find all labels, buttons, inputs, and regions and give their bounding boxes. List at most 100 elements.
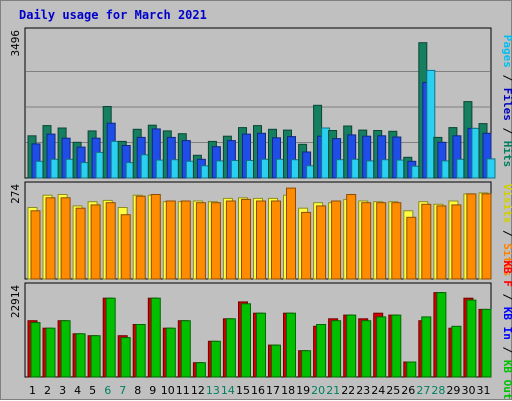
bar-kbytes-kb-out-2	[45, 327, 56, 378]
bar-kbytes-kb-out-22	[346, 314, 357, 378]
bar-kbytes-kb-out-15	[241, 303, 251, 378]
x-tick-label-27: 27	[416, 384, 430, 397]
bar-visits-sites-15	[241, 198, 251, 280]
x-tick-label-30: 30	[462, 384, 476, 397]
bar-visits-sites-6	[105, 202, 116, 280]
x-tick-label-22: 22	[341, 384, 355, 397]
bar-visits-sites-28	[436, 205, 447, 280]
bar-kbytes-kb-out-7	[120, 337, 131, 378]
legend-item-files: Files	[501, 88, 512, 121]
legend-separator: /	[501, 68, 512, 88]
bar-visits-sites-1	[30, 210, 41, 280]
bar-visits-sites-24	[376, 202, 387, 280]
bar-kbytes-kb-out-23	[361, 320, 372, 378]
x-tick-label-18: 18	[281, 384, 295, 397]
x-tick-label-23: 23	[356, 384, 370, 397]
bar-visits-sites-18	[286, 187, 296, 280]
bar-kbytes-kb-out-11	[180, 320, 191, 378]
x-tick-label-5: 5	[89, 384, 96, 397]
bar-kbytes-kb-out-4	[75, 333, 86, 378]
bar-visits-sites-17	[271, 200, 281, 280]
bar-kbytes-kb-out-17	[271, 344, 281, 378]
bar-visits-sites-19	[301, 211, 312, 280]
legend-2: KB F / KB In / KB Out	[501, 260, 512, 399]
x-tick-label-17: 17	[266, 384, 280, 397]
legend-item-hits: Hits	[501, 141, 512, 168]
bar-visits-sites-30	[466, 193, 477, 280]
bar-kbytes-kb-out-19	[301, 350, 312, 378]
bar-kbytes-kb-out-25	[391, 314, 402, 378]
bar-kbytes-kb-out-30	[466, 299, 477, 378]
x-tick-label-20: 20	[311, 384, 325, 397]
x-tick-label-21: 21	[326, 384, 340, 397]
bar-visits-sites-31	[481, 193, 492, 280]
bar-visits-sites-14	[225, 200, 236, 280]
bar-visits-sites-22	[346, 194, 357, 280]
bar-kbytes-kb-out-3	[60, 320, 71, 378]
bar-requests-pages-27	[426, 69, 436, 179]
x-tick-label-2: 2	[44, 384, 51, 397]
legend-item-pages: Pages	[501, 35, 512, 68]
bar-visits-sites-2	[45, 197, 56, 280]
x-tick-label-25: 25	[386, 384, 400, 397]
bar-kbytes-kb-out-18	[286, 312, 296, 378]
x-tick-label-10: 10	[161, 384, 175, 397]
legend-item-kb-out: KB Out	[501, 360, 512, 400]
x-tick-label-1: 1	[29, 384, 36, 397]
x-tick-label-12: 12	[191, 384, 205, 397]
bar-visits-sites-21	[331, 200, 342, 280]
bar-visits-sites-4	[75, 207, 86, 280]
bar-visits-sites-16	[256, 200, 266, 280]
bar-kbytes-kb-out-10	[165, 327, 176, 378]
x-tick-label-8: 8	[134, 384, 141, 397]
legend-item-kb-in: KB In	[501, 307, 512, 340]
bar-kbytes-kb-out-12	[195, 362, 206, 378]
bar-kbytes-kb-out-1	[30, 322, 41, 378]
y-max-label-requests: 3496	[9, 30, 22, 57]
bar-visits-sites-25	[391, 202, 402, 280]
bar-kbytes-kb-out-20	[316, 324, 327, 378]
bar-kbytes-kb-out-6	[105, 297, 116, 378]
y-max-label-visits: 274	[9, 184, 22, 204]
x-tick-label-6: 6	[104, 384, 111, 397]
bar-visits-sites-8	[135, 195, 146, 280]
bar-visits-sites-29	[451, 204, 462, 280]
bar-visits-sites-3	[60, 197, 71, 280]
bar-kbytes-kb-out-31	[481, 308, 492, 378]
legend-item-visits: Visits	[501, 184, 512, 224]
x-tick-label-29: 29	[446, 384, 460, 397]
x-tick-label-28: 28	[431, 384, 445, 397]
bar-kbytes-kb-out-5	[90, 335, 101, 378]
legend-item-sites: Sites	[501, 243, 512, 276]
bar-kbytes-kb-out-13	[210, 340, 221, 378]
x-tick-label-16: 16	[251, 384, 265, 397]
bar-visits-sites-5	[90, 204, 101, 280]
bar-kbytes-kb-out-26	[406, 361, 417, 378]
bar-visits-sites-26	[406, 216, 417, 280]
x-tick-label-15: 15	[236, 384, 250, 397]
bar-kbytes-kb-out-27	[421, 316, 432, 378]
bar-requests-pages-31	[486, 158, 496, 179]
y-max-label-kbytes: 22914	[9, 285, 22, 318]
x-tick-label-24: 24	[371, 384, 385, 397]
x-tick-label-9: 9	[149, 384, 156, 397]
legend-1: Visits / Sites	[501, 184, 512, 277]
bar-visits-sites-7	[120, 214, 131, 280]
x-tick-label-11: 11	[176, 384, 190, 397]
bar-kbytes-kb-out-9	[150, 297, 161, 378]
legend-separator: /	[501, 340, 512, 360]
bar-kbytes-kb-out-28	[436, 292, 447, 378]
bar-visits-sites-10	[165, 200, 176, 280]
x-tick-label-26: 26	[401, 384, 415, 397]
bar-visits-sites-12	[195, 202, 206, 280]
x-tick-label-3: 3	[59, 384, 66, 397]
bar-visits-sites-27	[421, 203, 432, 280]
legend-item-kb-f: KB F	[501, 260, 512, 287]
bar-visits-sites-13	[210, 202, 221, 280]
chart-title: Daily usage for March 2021	[19, 8, 207, 22]
bar-kbytes-kb-out-29	[451, 325, 462, 378]
x-tick-label-14: 14	[221, 384, 235, 397]
bar-visits-sites-9	[150, 194, 161, 280]
